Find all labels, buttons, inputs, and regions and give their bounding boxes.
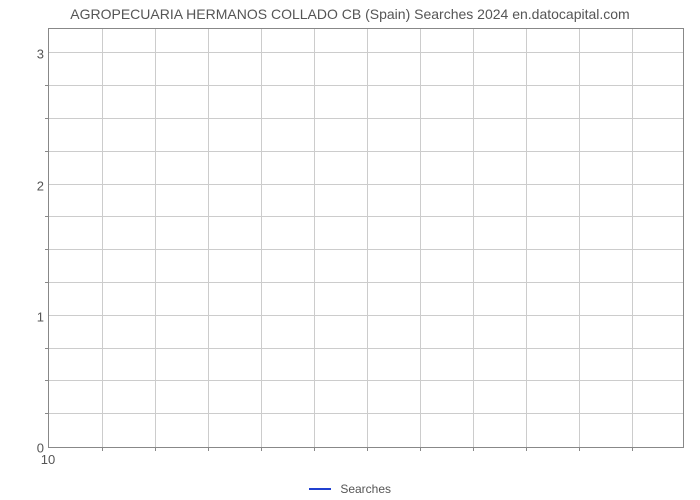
legend-swatch-searches	[309, 488, 331, 490]
grid-line-vertical	[367, 29, 368, 447]
x-minor-tick	[632, 447, 633, 451]
grid-line-horizontal-minor	[49, 282, 683, 283]
y-minor-tick	[45, 249, 49, 250]
y-minor-tick	[45, 216, 49, 217]
x-minor-tick	[102, 447, 103, 451]
y-minor-tick	[45, 151, 49, 152]
y-minor-tick	[45, 118, 49, 119]
x-minor-tick	[155, 447, 156, 451]
x-minor-tick	[420, 447, 421, 451]
x-minor-tick	[314, 447, 315, 451]
grid-line-horizontal	[49, 315, 683, 316]
x-minor-tick	[579, 447, 580, 451]
grid-line-vertical	[632, 29, 633, 447]
grid-line-vertical	[155, 29, 156, 447]
grid-line-vertical	[473, 29, 474, 447]
grid-line-vertical	[208, 29, 209, 447]
y-minor-tick	[45, 413, 49, 414]
y-tick-label: 2	[24, 178, 44, 193]
grid-line-horizontal	[49, 52, 683, 53]
grid-line-vertical	[314, 29, 315, 447]
grid-line-horizontal-minor	[49, 85, 683, 86]
plot-area	[48, 28, 684, 448]
grid-line-vertical	[102, 29, 103, 447]
legend: Searches	[0, 481, 700, 496]
x-minor-tick	[261, 447, 262, 451]
y-minor-tick	[45, 348, 49, 349]
y-tick-label: 3	[24, 47, 44, 62]
legend-label-searches: Searches	[340, 482, 391, 496]
grid-line-vertical	[526, 29, 527, 447]
y-minor-tick	[45, 85, 49, 86]
grid-line-horizontal-minor	[49, 380, 683, 381]
grid-line-horizontal-minor	[49, 118, 683, 119]
chart-container: AGROPECUARIA HERMANOS COLLADO CB (Spain)…	[0, 0, 700, 500]
y-minor-tick	[45, 282, 49, 283]
grid-line-horizontal-minor	[49, 216, 683, 217]
chart-title: AGROPECUARIA HERMANOS COLLADO CB (Spain)…	[0, 6, 700, 22]
x-minor-tick	[208, 447, 209, 451]
x-minor-tick	[526, 447, 527, 451]
grid-line-horizontal-minor	[49, 151, 683, 152]
grid-line-horizontal	[49, 184, 683, 185]
x-tick-label: 10	[41, 452, 55, 467]
grid-line-horizontal-minor	[49, 348, 683, 349]
grid-line-horizontal-minor	[49, 249, 683, 250]
grid-line-horizontal-minor	[49, 413, 683, 414]
x-minor-tick	[367, 447, 368, 451]
grid-line-vertical	[261, 29, 262, 447]
y-tick-label: 1	[24, 309, 44, 324]
grid-line-vertical	[420, 29, 421, 447]
y-minor-tick	[45, 380, 49, 381]
grid-line-vertical	[579, 29, 580, 447]
x-minor-tick	[473, 447, 474, 451]
